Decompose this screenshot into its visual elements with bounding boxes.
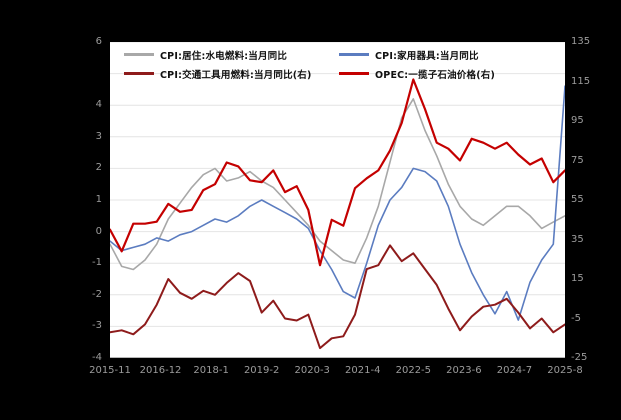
right-axis-tick-label: 115 <box>571 75 591 87</box>
legend-item-cpi-household-appliances: CPI:家用器具:当月同比 <box>339 48 554 62</box>
chart-legend: CPI:居住:水电燃料:当月同比 CPI:家用器具:当月同比 CPI:交通工具用… <box>124 45 554 83</box>
blue-line-marker <box>339 53 369 56</box>
series-line-cpi-transport-fuel <box>110 244 565 350</box>
legend-item-cpi-residence-utilities: CPI:居住:水电燃料:当月同比 <box>124 48 339 62</box>
right-axis-tick-label: -25 <box>571 352 588 363</box>
legend-label-cpi-household-appliances: CPI:家用器具:当月同比 <box>375 50 479 62</box>
left-axis-tick-label: 4 <box>95 99 102 111</box>
legend-item-cpi-transport-fuel: CPI:交通工具用燃料:当月同比(右) <box>124 67 339 81</box>
right-axis-tick-label: 135 <box>571 36 591 47</box>
right-axis-tick-label: 75 <box>571 154 584 166</box>
left-axis-tick-label: 1 <box>95 194 102 205</box>
right-axis-tick-label: 35 <box>571 233 584 245</box>
gray-line-marker <box>124 53 154 56</box>
x-axis-tick-label: 2021-4 <box>345 365 381 376</box>
left-axis-tick-label: -3 <box>92 320 102 332</box>
x-axis-tick-label: 2023-6 <box>446 365 482 376</box>
left-axis-tick-label: -4 <box>92 352 102 363</box>
x-axis-tick-label: 2018-1 <box>193 365 229 376</box>
dark-red-line-marker <box>124 72 154 75</box>
right-axis-tick-label: 95 <box>571 115 584 126</box>
left-axis-tick-label: -2 <box>92 288 102 300</box>
left-axis-tick-label: 2 <box>95 162 102 174</box>
x-axis-tick-label: 2016-12 <box>139 365 182 376</box>
left-axis-tick-label: 0 <box>95 225 102 237</box>
series-line-opec-basket-price <box>110 78 565 267</box>
legend-row-1: CPI:居住:水电燃料:当月同比 CPI:家用器具:当月同比 <box>124 45 554 64</box>
x-axis-tick-label: 2025-8 <box>547 365 583 376</box>
series-line-cpi-residence-utilities <box>110 98 565 271</box>
left-axis-tick-label: 3 <box>95 130 102 142</box>
x-axis-tick-label: 2022-5 <box>395 365 432 376</box>
left-axis-tick-label: -1 <box>92 257 102 269</box>
legend-label-opec-basket-price: OPEC:一揽子石油价格(右) <box>375 69 495 81</box>
legend-label-cpi-transport-fuel: CPI:交通工具用燃料:当月同比(右) <box>160 69 312 81</box>
line-chart <box>110 42 565 358</box>
right-axis-tick-label: -5 <box>571 312 581 324</box>
x-axis-tick-label: 2024-7 <box>496 365 533 376</box>
series-line-cpi-household-appliances <box>110 85 565 321</box>
right-axis-tick-label: 55 <box>571 194 584 205</box>
legend-item-opec-basket-price: OPEC:一揽子石油价格(右) <box>339 67 554 81</box>
legend-label-cpi-residence-utilities: CPI:居住:水电燃料:当月同比 <box>160 50 288 62</box>
x-axis-tick-label: 2019-2 <box>243 365 280 376</box>
plot-area: CPI:居住:水电燃料:当月同比 CPI:家用器具:当月同比 CPI:交通工具用… <box>110 42 565 358</box>
right-axis-tick-label: 15 <box>571 273 584 284</box>
legend-row-2: CPI:交通工具用燃料:当月同比(右) OPEC:一揽子石油价格(右) <box>124 64 554 83</box>
left-axis-tick-label: 6 <box>95 36 102 47</box>
red-line-marker <box>339 72 369 75</box>
x-axis-tick-label: 2015-11 <box>89 365 131 376</box>
x-axis-tick-label: 2020-3 <box>294 365 330 376</box>
